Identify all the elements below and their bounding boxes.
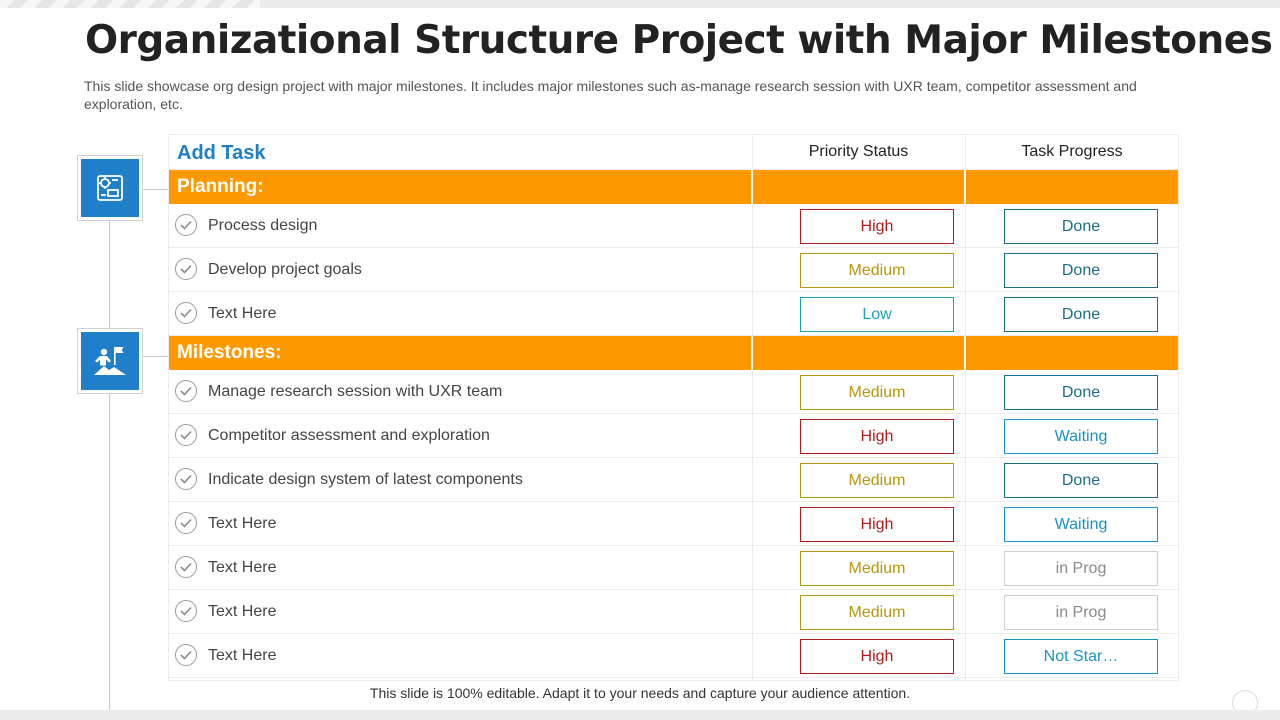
task-name: Process design [208, 217, 318, 234]
task-progress-badge[interactable]: Done [1004, 463, 1158, 498]
column-divider [752, 134, 753, 681]
task-name: Text Here [208, 559, 277, 576]
section-divider [964, 336, 966, 370]
priority-status-header: Priority Status [808, 143, 909, 160]
task-row: Indicate design system of latest compone… [168, 458, 1179, 502]
footer-note: This slide is 100% editable. Adapt it to… [369, 685, 911, 701]
task-progress-badge[interactable]: in Prog [1004, 551, 1158, 586]
task-check-icon[interactable] [175, 512, 197, 534]
section-divider [751, 336, 753, 370]
task-check-icon[interactable] [175, 302, 197, 324]
milestones-icon-box [77, 328, 143, 394]
top-decorative-strip [0, 0, 1280, 8]
priority-status-badge[interactable]: High [800, 507, 954, 542]
timeline-connector-milestones [143, 356, 169, 357]
task-row: Text Here Medium in Prog [168, 590, 1179, 634]
task-progress-badge[interactable]: Not Star… [1004, 639, 1158, 674]
task-row: Text Here High Waiting [168, 502, 1179, 546]
task-progress-badge[interactable]: Done [1004, 209, 1158, 244]
task-name: Text Here [208, 603, 277, 620]
priority-status-badge[interactable]: Medium [800, 375, 954, 410]
task-table: Add Task Priority Status Task Progress P… [168, 134, 1179, 681]
task-name: Develop project goals [208, 261, 362, 278]
timeline-line [109, 220, 110, 710]
section-row: Milestones: [168, 336, 1179, 370]
page-title: Organizational Structure Project with Ma… [85, 18, 1273, 63]
task-row: Text Here Medium in Prog [168, 546, 1179, 590]
planning-diagram-icon [81, 159, 139, 217]
task-progress-badge[interactable]: Waiting [1004, 507, 1158, 542]
task-progress-badge[interactable]: Done [1004, 253, 1158, 288]
section-row: Planning: [168, 170, 1179, 204]
page-subtitle: This slide showcase org design project w… [84, 78, 1137, 112]
add-task-heading[interactable]: Add Task [177, 142, 266, 164]
priority-status-badge[interactable]: High [800, 639, 954, 674]
task-name: Text Here [208, 515, 277, 532]
task-progress-badge[interactable]: in Prog [1004, 595, 1158, 630]
planning-icon-box [77, 155, 143, 221]
bottom-decorative-strip [0, 710, 1280, 720]
section-divider [751, 170, 753, 204]
priority-status-badge[interactable]: Medium [800, 595, 954, 630]
task-row: Text Here Low Done [168, 292, 1179, 336]
task-progress-header: Task Progress [1021, 143, 1123, 160]
task-name: Text Here [208, 305, 277, 322]
task-check-icon[interactable] [175, 380, 197, 402]
task-progress-badge[interactable]: Done [1004, 375, 1158, 410]
task-progress-badge[interactable]: Done [1004, 297, 1158, 332]
task-check-icon[interactable] [175, 644, 197, 666]
task-row: Develop project goals Medium Done [168, 248, 1179, 292]
column-divider [965, 134, 966, 681]
task-check-icon[interactable] [175, 600, 197, 622]
task-check-icon[interactable] [175, 468, 197, 490]
task-name: Indicate design system of latest compone… [208, 471, 523, 488]
task-name: Competitor assessment and exploration [208, 427, 490, 444]
task-row: Manage research session with UXR team Med… [168, 370, 1179, 414]
priority-status-badge[interactable]: Medium [800, 551, 954, 586]
priority-status-badge[interactable]: Medium [800, 253, 954, 288]
section-divider [964, 170, 966, 204]
task-check-icon[interactable] [175, 556, 197, 578]
task-progress-badge[interactable]: Waiting [1004, 419, 1158, 454]
priority-status-badge[interactable]: High [800, 419, 954, 454]
task-name: Manage research session with UXR team [208, 383, 503, 400]
task-check-icon[interactable] [175, 258, 197, 280]
section-label: Milestones: [177, 342, 282, 363]
task-row: Process design High Done [168, 204, 1179, 248]
milestone-flag-icon [81, 332, 139, 390]
timeline-connector-planning [143, 189, 169, 190]
priority-status-badge[interactable]: Medium [800, 463, 954, 498]
priority-status-badge[interactable]: High [800, 209, 954, 244]
table-header-row: Add Task Priority Status Task Progress [168, 134, 1179, 170]
section-label: Planning: [177, 176, 264, 197]
task-check-icon[interactable] [175, 424, 197, 446]
task-check-icon[interactable] [175, 214, 197, 236]
task-row: Text Here High Not Star… [168, 634, 1179, 678]
task-name: Text Here [208, 647, 277, 664]
task-row: Competitor assessment and exploration Hig… [168, 414, 1179, 458]
priority-status-badge[interactable]: Low [800, 297, 954, 332]
